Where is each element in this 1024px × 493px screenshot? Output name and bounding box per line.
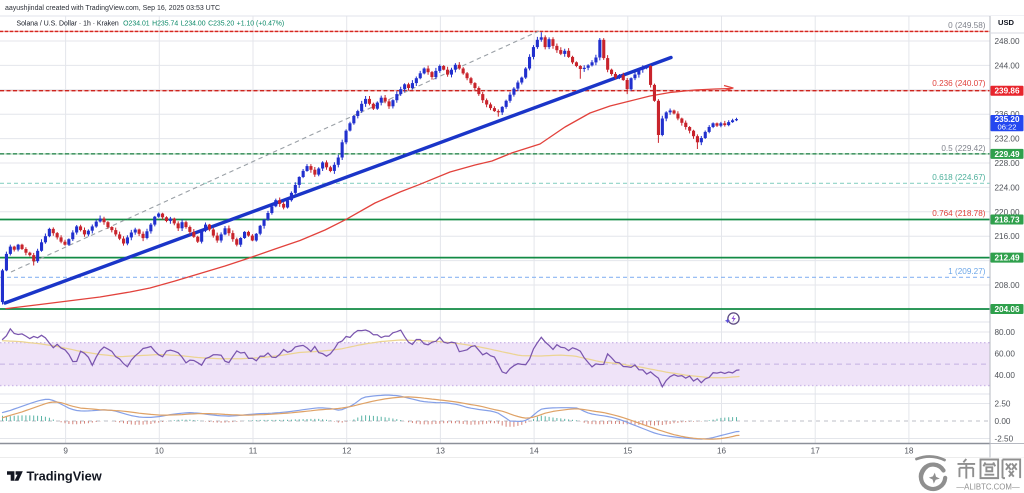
svg-text:USD: USD	[998, 18, 1015, 27]
svg-text:18: 18	[904, 447, 914, 456]
svg-text:12: 12	[342, 447, 352, 456]
svg-text:212.49: 212.49	[994, 254, 1019, 263]
svg-text:14: 14	[530, 447, 540, 456]
svg-text:208.00: 208.00	[995, 281, 1020, 290]
svg-text:218.73: 218.73	[994, 216, 1019, 225]
svg-text:239.86: 239.86	[994, 87, 1019, 96]
svg-text:aayushjindal created with Trad: aayushjindal created with TradingView.co…	[5, 5, 220, 12]
svg-text:229.49: 229.49	[994, 150, 1019, 159]
svg-text:0.618 (224.67): 0.618 (224.67)	[932, 173, 986, 182]
svg-text:60.00: 60.00	[995, 349, 1016, 358]
svg-text:0.5 (229.42): 0.5 (229.42)	[941, 144, 985, 153]
svg-text:-2.50: -2.50	[995, 435, 1014, 444]
svg-text:0 (249.58): 0 (249.58)	[948, 21, 986, 30]
svg-text:0.00: 0.00	[995, 417, 1011, 426]
svg-text:216.00: 216.00	[995, 232, 1020, 241]
svg-text:80.00: 80.00	[995, 328, 1016, 337]
svg-text:2.50: 2.50	[995, 400, 1011, 409]
svg-text:1 (209.27): 1 (209.27)	[948, 267, 986, 276]
svg-text:10: 10	[155, 447, 165, 456]
svg-text:13: 13	[436, 447, 446, 456]
svg-text:235.20: 235.20	[994, 115, 1019, 124]
svg-text:204.06: 204.06	[994, 305, 1019, 314]
svg-text:224.00: 224.00	[995, 183, 1020, 192]
svg-text:15: 15	[623, 447, 633, 456]
svg-text:228.00: 228.00	[995, 159, 1020, 168]
svg-text:17: 17	[811, 447, 821, 456]
svg-text:0.236 (240.07): 0.236 (240.07)	[932, 79, 986, 88]
svg-text:220.00: 220.00	[995, 208, 1020, 217]
svg-text:0.764 (218.78): 0.764 (218.78)	[932, 209, 986, 218]
svg-text:TradingView: TradingView	[27, 469, 102, 484]
svg-text:16: 16	[717, 447, 727, 456]
svg-text:248.00: 248.00	[995, 37, 1020, 46]
svg-text:40.00: 40.00	[995, 371, 1016, 380]
svg-text:06:22: 06:22	[997, 123, 1016, 132]
svg-text:—ALIBTC.COM—: —ALIBTC.COM—	[956, 482, 1019, 491]
svg-text:244.00: 244.00	[995, 61, 1020, 70]
svg-text:11: 11	[249, 447, 258, 456]
svg-text:232.00: 232.00	[995, 135, 1020, 144]
svg-text:236.00: 236.00	[995, 110, 1020, 119]
svg-text:9: 9	[63, 447, 68, 456]
